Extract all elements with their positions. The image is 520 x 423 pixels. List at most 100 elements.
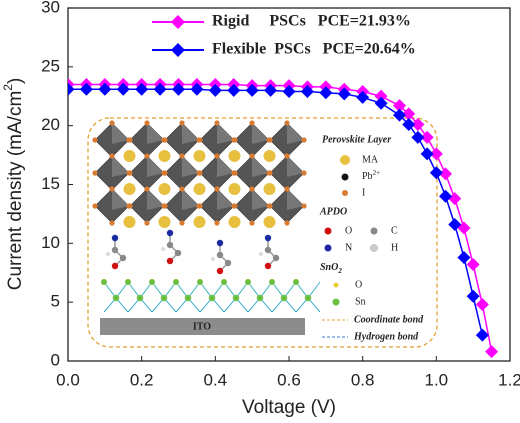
n-label: N	[345, 242, 352, 253]
iodide	[144, 120, 150, 126]
iodide	[301, 170, 307, 176]
point	[393, 108, 406, 122]
iodide	[162, 170, 168, 176]
iodide	[232, 137, 238, 143]
ma-cation	[228, 150, 241, 162]
iodide	[109, 153, 115, 159]
atom-c	[216, 251, 224, 259]
ito-layer	[100, 318, 305, 335]
iodide	[284, 120, 290, 126]
iodide	[127, 137, 133, 143]
iodide	[92, 203, 98, 209]
atom-o	[166, 257, 174, 265]
iodide	[232, 170, 238, 176]
iodide	[162, 137, 168, 143]
x-tick-label: 0.0	[56, 370, 80, 389]
iodide	[197, 203, 203, 209]
point	[337, 87, 351, 101]
series	[68, 82, 489, 342]
y-label-text: Current density (mA/cm	[5, 91, 26, 291]
y-label-sup: 2	[1, 84, 15, 91]
atom-c	[264, 246, 272, 254]
iodide	[109, 186, 115, 192]
sn-atom	[112, 294, 120, 302]
sn-atom	[184, 294, 192, 302]
sn-atom	[125, 279, 131, 285]
iodide	[109, 220, 115, 226]
iodide	[92, 137, 98, 143]
iodide	[179, 153, 185, 159]
atom-c	[224, 259, 232, 267]
point	[429, 147, 443, 161]
c-label: C	[391, 225, 398, 236]
point	[411, 117, 425, 131]
point	[439, 189, 453, 203]
molecule-bond	[219, 243, 230, 272]
y-tick-label: 20	[41, 115, 60, 134]
octahedron-face	[182, 189, 199, 210]
sn-atom	[149, 279, 155, 285]
point	[475, 298, 489, 312]
sn-atom	[208, 294, 216, 302]
apdo-label: APDO	[319, 206, 347, 217]
y-axis-label: Current density (mA/cm2)	[1, 78, 26, 291]
iodide	[267, 137, 273, 143]
iodide	[267, 170, 273, 176]
y-tick-label: 0	[51, 350, 60, 369]
octahedron-face	[182, 156, 199, 177]
c-icon	[370, 227, 378, 235]
series-line	[68, 88, 484, 336]
iodide	[214, 186, 220, 192]
iodide	[109, 120, 115, 126]
atom-o	[264, 262, 272, 270]
molecule-bond	[114, 238, 125, 267]
legend-marker	[171, 43, 185, 57]
point	[79, 82, 93, 96]
atom-c	[166, 241, 174, 249]
iodide	[127, 170, 133, 176]
octahedron-face	[287, 189, 304, 210]
point	[300, 85, 314, 99]
iodide	[214, 120, 220, 126]
iodide	[301, 203, 307, 209]
point	[402, 107, 416, 121]
point	[153, 82, 167, 96]
ma-label: MA	[362, 154, 379, 165]
point	[457, 250, 471, 264]
octahedron-face	[112, 123, 129, 144]
legend-marker	[171, 15, 185, 29]
iodide	[267, 203, 273, 209]
point	[448, 218, 462, 232]
o2-label: O	[355, 279, 362, 290]
x-tick-label: 0.4	[204, 370, 228, 389]
iodide	[162, 203, 168, 209]
point	[475, 328, 489, 342]
sn-atom	[256, 294, 264, 302]
iodide	[249, 153, 255, 159]
octahedron-face	[252, 156, 269, 177]
ma-cation	[263, 183, 276, 195]
pb-sup: 2+	[373, 169, 381, 177]
o-icon	[324, 227, 332, 235]
point	[466, 258, 480, 272]
iodide	[144, 153, 150, 159]
hbond-label: Hydrogen bond	[353, 331, 419, 342]
atom-n	[264, 234, 272, 242]
atom-h	[210, 256, 216, 262]
point	[356, 90, 370, 104]
iodide	[127, 203, 133, 209]
atom-h	[105, 251, 111, 257]
ma-cation	[228, 183, 241, 195]
point	[374, 89, 388, 103]
point	[135, 82, 149, 96]
atom-n	[216, 239, 224, 247]
point	[172, 82, 185, 96]
legend-label: Rigid PSCs PCE=21.93%	[212, 13, 411, 30]
pb-text: Pb	[362, 171, 373, 182]
octahedron-face	[287, 156, 304, 177]
atom-h	[258, 251, 264, 257]
point	[466, 289, 480, 303]
iodide	[284, 186, 290, 192]
i-label: I	[362, 187, 365, 198]
point	[411, 130, 425, 144]
